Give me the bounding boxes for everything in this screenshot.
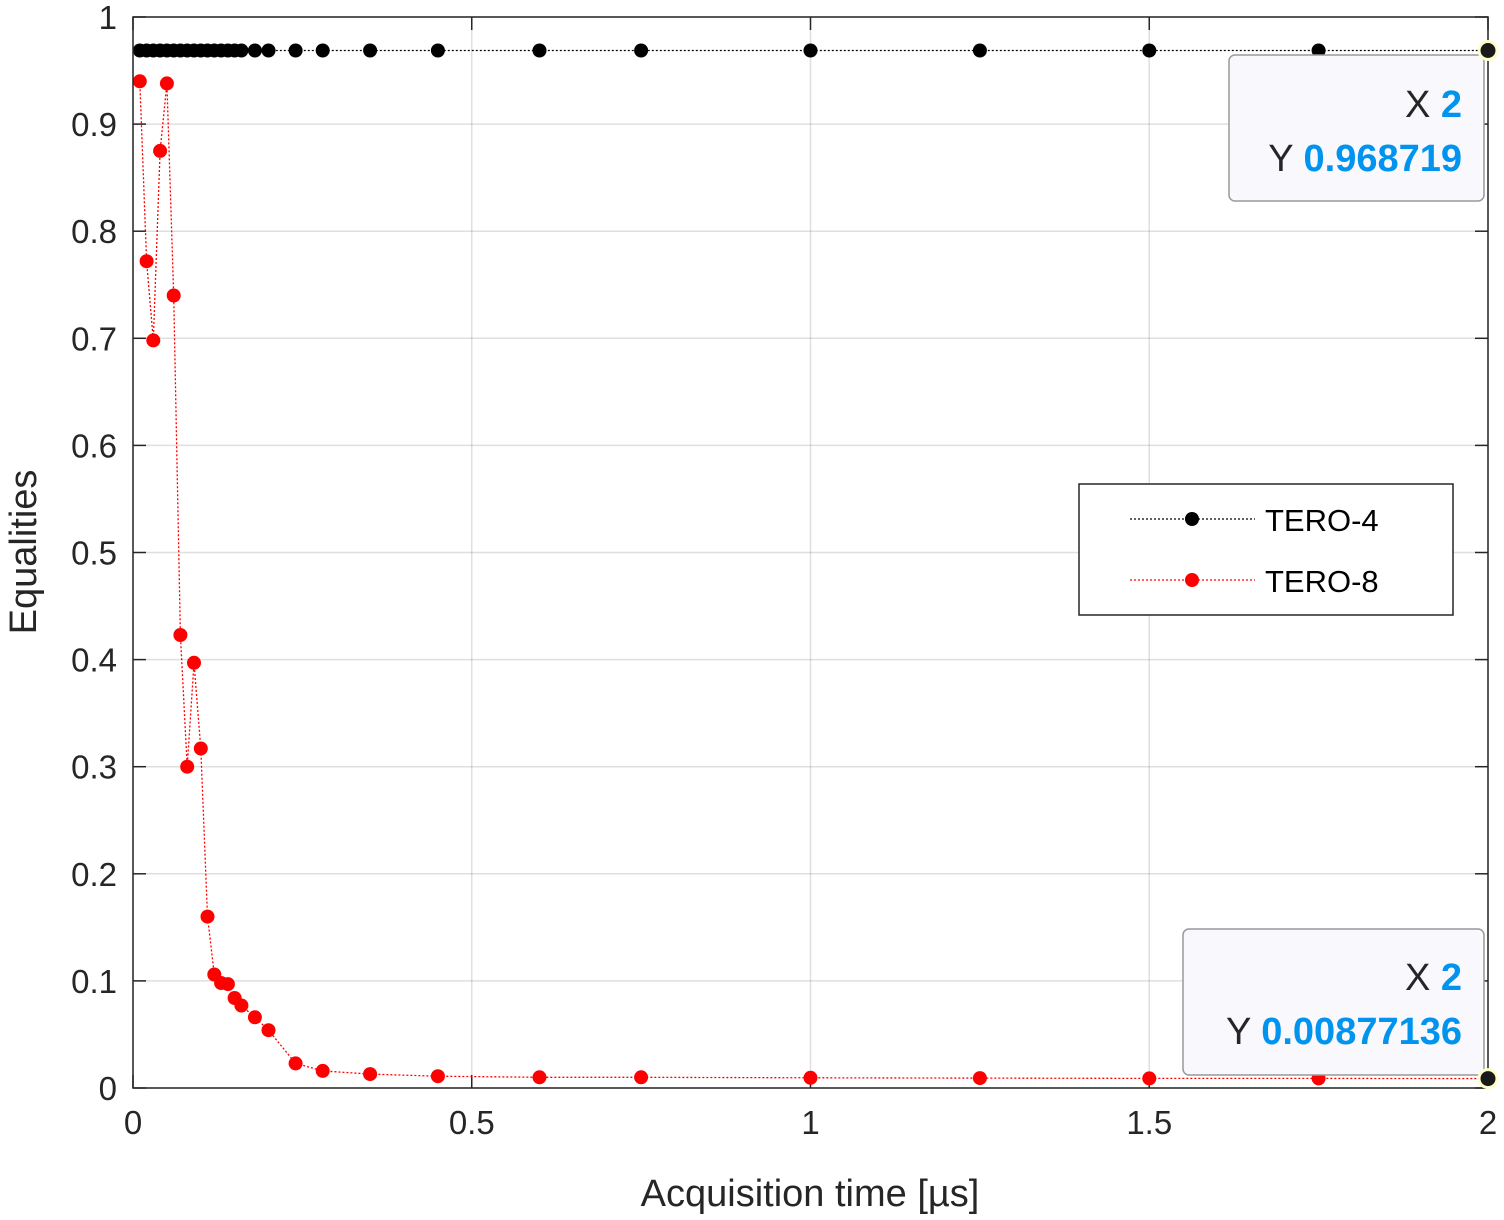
data-point[interactable] <box>247 1010 262 1025</box>
legend-box <box>1078 483 1454 616</box>
data-point[interactable] <box>200 909 215 924</box>
datatip-box <box>1182 928 1485 1076</box>
datatip-x-row: X 2 <box>1405 957 1462 999</box>
series-tero-8 <box>132 74 1495 1086</box>
datatip-x-row: X 2 <box>1405 84 1462 126</box>
datatip-tero4[interactable]: X 2 Y 0.968719 <box>1228 54 1485 202</box>
y-tick-label: 0.9 <box>71 106 117 143</box>
data-point[interactable] <box>139 254 154 269</box>
y-tick-label: 0.4 <box>71 642 117 679</box>
data-point[interactable] <box>234 43 249 58</box>
datatip-y-label: Y <box>1268 138 1293 180</box>
data-point[interactable] <box>803 43 818 58</box>
y-tick-label: 1 <box>99 0 117 36</box>
datatip-y-value: 0.968719 <box>1304 138 1463 180</box>
data-point[interactable] <box>1142 1071 1157 1086</box>
y-tick-label: 0.3 <box>71 749 117 786</box>
datatip-marker[interactable] <box>1477 40 1499 62</box>
data-point[interactable] <box>634 1070 649 1085</box>
data-point[interactable] <box>430 43 445 58</box>
x-tick-labels: 0 0.5 1 1.5 2 <box>124 1104 1497 1141</box>
x-axis-title: Acquisition time [µs] <box>641 1173 980 1215</box>
data-point[interactable] <box>261 1023 276 1038</box>
y-tick-label: 0.1 <box>71 963 117 1000</box>
legend-label-tero8: TERO-8 <box>1265 564 1379 599</box>
x-tick-label: 1 <box>801 1104 819 1141</box>
data-point[interactable] <box>173 628 188 642</box>
data-point[interactable] <box>261 43 276 58</box>
data-point[interactable] <box>634 43 649 58</box>
data-point[interactable] <box>532 1070 547 1085</box>
data-point[interactable] <box>1311 43 1326 58</box>
x-tick-label: 2 <box>1479 1104 1497 1141</box>
data-point[interactable] <box>220 977 235 992</box>
data-point[interactable] <box>972 43 987 58</box>
y-tick-label: 0.2 <box>71 856 117 893</box>
y-tick-label: 0 <box>99 1070 117 1107</box>
data-point[interactable] <box>363 1067 378 1082</box>
datatip-x-value: 2 <box>1441 84 1462 126</box>
datatip-y-row: Y 0.00877136 <box>1226 1011 1462 1053</box>
datatip-markers <box>1477 40 1499 1090</box>
legend-marker-tero8 <box>1185 573 1199 587</box>
datatip-box <box>1228 54 1485 202</box>
legend-label-tero4: TERO-4 <box>1265 503 1379 538</box>
legend-marker-tero4 <box>1185 512 1199 526</box>
data-point[interactable] <box>187 655 201 670</box>
data-point[interactable] <box>166 288 181 303</box>
data-point[interactable] <box>180 759 195 774</box>
y-tick-labels: 0 0.1 0.2 0.3 0.4 0.5 0.6 0.7 0.8 0.9 1 <box>71 0 117 1107</box>
datatip-marker[interactable] <box>1477 1068 1499 1090</box>
datatip-y-label: Y <box>1226 1011 1251 1053</box>
data-point[interactable] <box>430 1069 445 1084</box>
data-point[interactable] <box>146 333 161 348</box>
legend[interactable]: TERO-4 TERO-8 <box>1078 483 1454 616</box>
data-point[interactable] <box>363 43 378 58</box>
data-point[interactable] <box>234 998 249 1013</box>
data-point[interactable] <box>132 74 147 89</box>
data-point[interactable] <box>972 1071 987 1086</box>
x-tick-label: 1.5 <box>1126 1104 1172 1141</box>
data-point[interactable] <box>315 43 330 58</box>
data-point[interactable] <box>1142 43 1157 58</box>
datatip-tero8[interactable]: X 2 Y 0.00877136 <box>1182 928 1485 1076</box>
datatip-x-label: X <box>1405 957 1430 999</box>
data-point[interactable] <box>315 1063 330 1078</box>
y-axis-title: Equalities <box>3 470 45 635</box>
data-point[interactable] <box>247 43 262 58</box>
y-tick-label: 0.6 <box>71 427 117 464</box>
data-point[interactable] <box>288 1056 303 1071</box>
y-tick-label: 0.8 <box>71 213 117 250</box>
data-point[interactable] <box>532 43 547 58</box>
datatip-x-label: X <box>1405 84 1430 126</box>
x-tick-label: 0.5 <box>449 1104 495 1141</box>
data-point[interactable] <box>288 43 303 58</box>
data-point[interactable] <box>159 76 174 91</box>
data-point[interactable] <box>193 741 208 756</box>
data-point[interactable] <box>803 1070 818 1085</box>
axes-box <box>132 16 1489 1089</box>
data-point[interactable] <box>153 143 168 158</box>
y-tick-label: 0.7 <box>71 320 117 357</box>
datatip-y-row: Y 0.968719 <box>1268 138 1462 180</box>
y-tick-label: 0.5 <box>71 535 117 572</box>
datatip-y-value: 0.00877136 <box>1261 1011 1462 1053</box>
x-tick-label: 0 <box>124 1104 142 1141</box>
series-layer <box>132 43 1495 1086</box>
datatip-x-value: 2 <box>1441 957 1462 999</box>
